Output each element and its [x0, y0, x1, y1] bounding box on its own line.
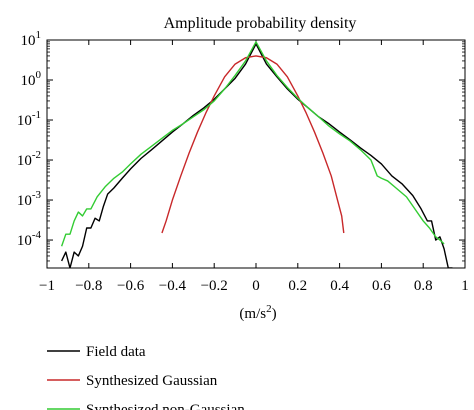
- y-tick-label: 101: [21, 29, 42, 49]
- x-tick-label: −0.4: [159, 278, 187, 294]
- plot-border: [46, 39, 466, 269]
- x-tick-label: −0.8: [75, 278, 102, 294]
- x-axis-label-sup: 2: [266, 303, 272, 315]
- x-tick-label: 0.8: [414, 278, 433, 294]
- x-axis: −1 −0.8 −0.6 −0.4 −0.2 0 0.2 0.4 0.6 0.8 1: [39, 40, 469, 294]
- plot-frame: [46, 39, 466, 269]
- legend-label: Field data: [86, 344, 146, 360]
- y-tick-label: 10-2: [17, 149, 41, 169]
- y-axis: 10-4 10-3 10-2 10-1 100 101: [17, 29, 465, 262]
- x-tick-label: −0.2: [201, 278, 228, 294]
- legend: Field data Synthesized Gaussian Synthesize…: [47, 344, 245, 410]
- x-axis-label-base: (m/s: [239, 306, 266, 322]
- legend-label: Synthesized Gaussian: [86, 373, 218, 389]
- series-line-3: [60, 41, 445, 247]
- legend-label: Synthesized non-Gaussian: [86, 402, 245, 410]
- x-tick-label: 0.6: [372, 278, 391, 294]
- series-line-1: [60, 43, 453, 268]
- x-axis-label-end: ): [272, 306, 277, 322]
- x-tick-label: 0: [252, 278, 260, 294]
- x-tick-label: 1: [461, 278, 469, 294]
- x-tick-label: 0.4: [330, 278, 349, 294]
- series-group: [60, 41, 453, 268]
- x-axis-label: (m/s2): [239, 303, 276, 322]
- x-tick-label: 0.2: [288, 278, 307, 294]
- y-tick-label: 100: [21, 69, 42, 89]
- x-tick-label: −1: [39, 278, 55, 294]
- chart-title: Amplitude probability density: [164, 15, 357, 32]
- x-tick-label: −0.6: [117, 278, 145, 294]
- y-tick-label: 10-3: [17, 189, 42, 209]
- series-line-2: [161, 55, 345, 234]
- y-tick-label: 10-1: [17, 109, 41, 129]
- y-tick-label: 10-4: [17, 229, 42, 249]
